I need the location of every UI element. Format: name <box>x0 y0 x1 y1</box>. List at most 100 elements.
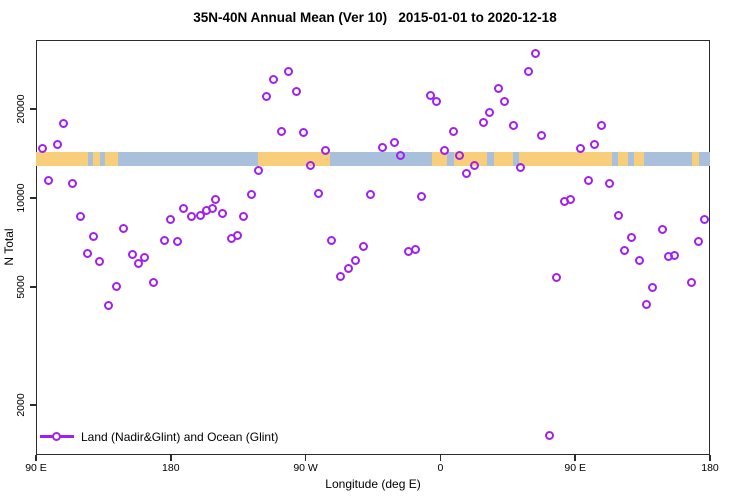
data-point <box>68 179 78 189</box>
data-point <box>462 169 472 179</box>
data-point <box>165 214 175 224</box>
data-point <box>634 255 644 265</box>
data-point <box>134 258 144 268</box>
y-tick <box>30 197 36 199</box>
x-tick-label: 0 <box>437 462 444 474</box>
data-point <box>484 107 494 117</box>
data-point <box>53 139 63 149</box>
x-tick <box>439 455 442 461</box>
data-point <box>59 118 69 128</box>
data-point <box>128 249 138 259</box>
data-point <box>597 120 607 130</box>
data-point <box>426 90 436 100</box>
map-band-segment-land <box>432 152 447 167</box>
map-band-segment-ocean <box>87 152 93 167</box>
data-point <box>417 191 427 201</box>
data-point <box>104 300 114 310</box>
map-band-segment-ocean <box>628 152 635 167</box>
x-tick-label: 180 <box>162 462 180 474</box>
data-point <box>439 146 449 156</box>
data-point <box>604 179 614 189</box>
data-point <box>227 233 237 243</box>
data-point <box>670 250 680 260</box>
chart-title: 35N-40N Annual Mean (Ver 10) 2015-01-01 … <box>193 10 557 25</box>
data-point <box>499 96 509 106</box>
x-axis-title: Longitude (deg E) <box>325 477 421 491</box>
data-point <box>179 203 189 213</box>
map-band-segment-ocean <box>330 152 432 167</box>
x-tick-label: 90 E <box>564 462 586 474</box>
map-band-segment-ocean <box>118 152 258 167</box>
data-point <box>321 146 331 156</box>
y-tick-label: 2000 <box>15 393 27 417</box>
data-point <box>239 211 249 221</box>
map-band-segment-land <box>257 152 330 167</box>
y-tick-label: 20000 <box>15 94 27 124</box>
data-point <box>366 190 376 200</box>
data-point <box>111 282 121 291</box>
data-point <box>537 130 547 140</box>
data-point <box>306 161 316 171</box>
data-point <box>119 223 129 233</box>
data-point <box>327 236 337 246</box>
map-band-segment-land <box>634 152 645 167</box>
map-band-segment-land <box>519 152 613 167</box>
data-point <box>469 161 479 171</box>
data-point <box>173 236 183 246</box>
y-tick-label: 5000 <box>15 275 27 299</box>
map-band-segment-ocean <box>446 152 455 167</box>
data-point <box>613 210 623 220</box>
data-point <box>552 272 562 282</box>
data-point <box>694 236 704 246</box>
data-point <box>186 211 196 221</box>
map-band-segment-ocean <box>99 152 105 167</box>
y-tick <box>30 404 36 406</box>
map-band-segment-land <box>36 152 88 167</box>
x-tick <box>574 455 576 461</box>
data-point <box>627 232 636 242</box>
data-point <box>269 75 279 85</box>
y-tick-label: 10000 <box>15 183 27 213</box>
data-point <box>284 67 294 77</box>
data-point <box>159 236 169 246</box>
data-point <box>508 120 518 130</box>
x-tick <box>709 455 711 461</box>
map-band-segment-ocean <box>513 152 520 167</box>
x-tick-label: 90 E <box>25 462 47 474</box>
map-band-segment-ocean <box>699 152 710 167</box>
data-point <box>75 211 85 221</box>
data-point <box>246 190 256 200</box>
data-point <box>544 430 554 440</box>
x-tick-label: 180 <box>701 462 719 474</box>
map-band-segment-ocean <box>612 152 619 167</box>
data-point <box>218 208 228 218</box>
y-axis-title: N Total <box>2 228 16 266</box>
data-point <box>396 150 406 160</box>
legend-symbol <box>40 429 74 444</box>
data-point <box>619 245 629 255</box>
map-band-segment-land <box>494 152 514 167</box>
data-point <box>351 255 361 265</box>
data-point <box>83 248 93 258</box>
data-point <box>343 263 353 273</box>
plot-area <box>36 40 710 455</box>
data-point <box>261 92 271 102</box>
legend-label: Land (Nadir&Glint) and Ocean (Glint) <box>81 429 279 444</box>
data-point <box>195 210 205 220</box>
data-point <box>299 127 308 137</box>
x-tick-label: 90 W <box>293 462 318 474</box>
data-point <box>313 189 323 199</box>
data-point <box>658 224 668 234</box>
data-point <box>523 67 533 77</box>
data-point <box>390 138 400 148</box>
data-point <box>448 126 458 136</box>
data-point <box>254 166 264 176</box>
x-tick <box>304 455 307 461</box>
map-band-segment-ocean <box>644 152 693 167</box>
data-point <box>454 151 464 161</box>
map-band-segment-land <box>692 152 700 167</box>
data-point <box>686 277 696 287</box>
data-point <box>210 194 220 204</box>
data-point <box>291 86 301 96</box>
